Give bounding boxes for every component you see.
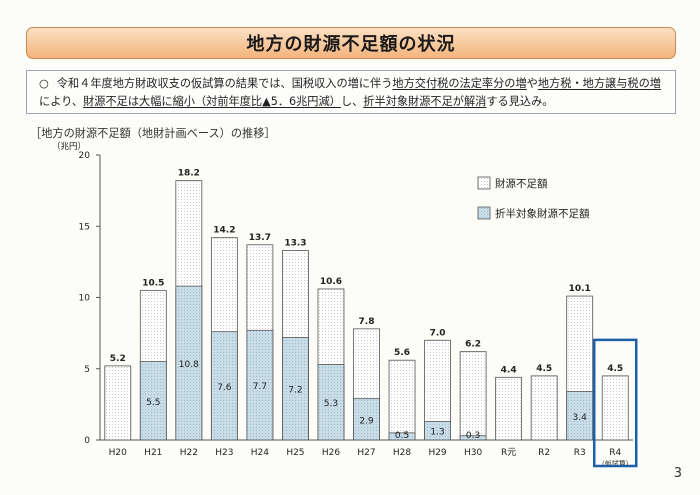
y-unit-label: （兆円） (52, 141, 86, 152)
data-label-shared: 10.8 (179, 360, 199, 370)
bar-total (530, 375, 558, 441)
data-label-shared: 0.3 (466, 431, 480, 441)
legend-label-total: 財源不足額 (495, 177, 548, 190)
legend-label-shared: 折半対象財源不足額 (495, 207, 590, 220)
bar-shared (424, 421, 451, 441)
bar-total (601, 375, 629, 441)
data-label-total: 13.3 (284, 238, 306, 248)
data-label-shared: 7.2 (288, 386, 302, 396)
note-segment: する見込み。 (486, 94, 554, 108)
y-tick-label: 0 (84, 436, 90, 446)
x-tick-label: H20 (109, 448, 127, 458)
data-label-shared: 5.3 (324, 399, 338, 409)
x-tick-label: H25 (286, 448, 304, 458)
data-label-total: 10.6 (320, 277, 342, 287)
data-label-total: 10.5 (142, 278, 164, 288)
title-bar: 地方の財源不足額の状況 (26, 27, 676, 59)
x-tick-label: H27 (357, 448, 375, 458)
data-label-shared: 7.6 (217, 383, 232, 393)
bar-shared (282, 336, 309, 441)
x-tick-label: H21 (144, 448, 162, 458)
legend-swatch-total (477, 176, 491, 190)
bar-shared (566, 391, 594, 441)
bar-shared (317, 364, 345, 441)
data-label-total: 7.0 (430, 328, 446, 338)
bar-shared (210, 331, 238, 441)
x-tick-label: R2 (538, 448, 550, 458)
summary-note: ○ 令和４年度地方財政収支の仮試算の結果では、国税収入の増に伴う地方交付税の法定率… (26, 70, 676, 114)
note-highlight: 財源不足は大幅に縮小（対前年度比▲5．6兆円減） (83, 94, 341, 108)
chart-subtitle: ［地方の財源不足額（地財計画ベース）の推移］ (30, 127, 276, 140)
note-highlight: 折半対象財源不足が解消 (363, 94, 487, 108)
x-tick-label: H23 (215, 448, 233, 458)
data-label-total: 10.1 (569, 284, 591, 294)
data-label-total: 5.2 (110, 354, 126, 364)
x-tick-label: H22 (180, 448, 198, 458)
circle-marker-icon: ○ (39, 77, 49, 90)
summary-text: 令和４年度地方財政収支の仮試算の結果では、国税収入の増に伴う地方交付税の法定率分… (39, 77, 661, 108)
bar-shared (353, 398, 380, 441)
x-tick-label: R元 (501, 448, 516, 458)
x-tick-label: H30 (464, 448, 482, 458)
note-segment: し、 (340, 94, 364, 108)
data-label-shared: 2.9 (359, 416, 374, 426)
x-tick-label: H24 (251, 448, 269, 458)
note-highlight: 地方税・地方譲与税の増 (537, 77, 661, 90)
bar-shared (139, 361, 167, 441)
data-label-total: 7.8 (359, 317, 375, 327)
data-label-shared: 1.3 (430, 428, 444, 438)
bar-total (388, 359, 416, 441)
bar-total (459, 351, 487, 441)
note-highlight: 地方交付税の法定率分の増 (392, 77, 527, 90)
data-label-shared: 0.5 (395, 431, 409, 441)
y-tick-label: 5 (84, 365, 90, 375)
bar-shared (246, 329, 274, 441)
x-tick-label: R4 (609, 448, 621, 458)
data-label-total: 18.2 (178, 169, 200, 179)
note-segment: により、 (39, 94, 84, 108)
bar-shared (459, 435, 487, 441)
x-tick-label: H28 (393, 448, 411, 458)
data-label-total: 6.2 (465, 340, 481, 350)
data-label-shared: 5.5 (146, 398, 160, 408)
y-tick-label: 10 (79, 294, 91, 304)
data-label-total: 4.4 (501, 365, 517, 375)
data-label-total: 13.7 (249, 233, 271, 243)
data-label-total: 5.6 (394, 348, 410, 358)
data-label-total: 4.5 (607, 364, 623, 374)
x-tick-label: H26 (322, 448, 340, 458)
page-number: 3 (673, 466, 682, 481)
bar-shared (388, 432, 416, 441)
data-label-total: 4.5 (536, 364, 552, 374)
y-tick-label: 20 (79, 151, 91, 161)
bar-shared (175, 285, 203, 441)
x-tick-label: H29 (428, 448, 446, 458)
data-label-shared: 3.4 (573, 413, 588, 423)
bar-total (495, 376, 523, 441)
page-title: 地方の財源不足額の状況 (246, 34, 456, 55)
bar-total (104, 365, 132, 441)
note-segment: 令和４年度地方財政収支の仮試算の結果では、国税収入の増に伴う (56, 77, 393, 90)
data-label-shared: 7.7 (253, 382, 267, 392)
highlight-box (592, 338, 638, 468)
x-tick-label: R3 (574, 448, 586, 458)
legend-swatch-shared (477, 206, 491, 220)
x-tick-sublabel: （仮試算） (598, 459, 633, 468)
note-segment: や (526, 77, 538, 90)
data-label-total: 14.2 (213, 226, 235, 236)
y-tick-label: 15 (79, 222, 90, 232)
